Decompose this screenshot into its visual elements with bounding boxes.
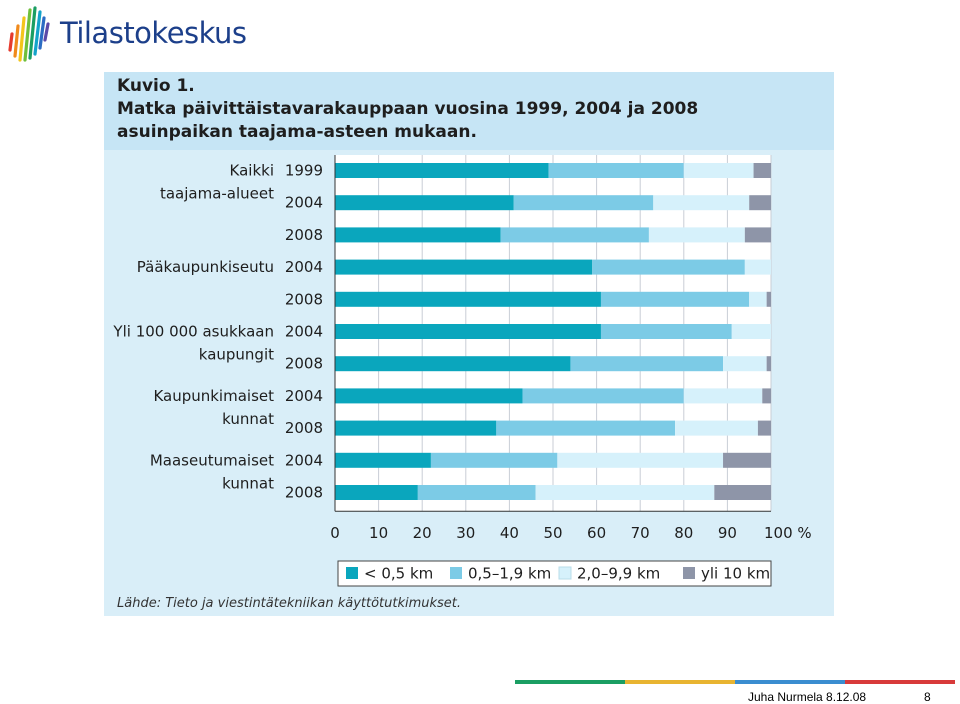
footer-line-2 [625,680,735,684]
bar-segment [335,420,497,436]
bar-segment [683,163,754,178]
legend-swatch [683,567,695,579]
legend-label: yli 10 km [701,565,770,583]
bar-segment [753,163,771,178]
footer-color-lines [515,680,955,684]
brand-name: Tilastokeskus [60,16,247,50]
x-tick-label: 10 [369,524,388,542]
bar-segment [430,452,558,468]
figure-title-line-2: Matka päivittäistavarakauppaan vuosina 1… [117,99,699,119]
figure-panel: Kuvio 1. Matka päivittäistavarakauppaan … [104,72,834,616]
legend-label: < 0,5 km [364,565,433,583]
x-tick-label: 30 [456,524,475,542]
year-label: 2004 [285,323,323,341]
group-label: kunnat [222,410,274,428]
figure-title-line-1: Kuvio 1. [117,76,195,96]
year-label: 2004 [285,387,323,405]
logo: Tilastokeskus [4,4,264,64]
year-label: 2004 [285,451,323,469]
bar-segment [675,420,758,436]
bar-segment [335,291,601,307]
bar-segment [683,388,763,404]
bar-segment [731,324,771,339]
legend-box [337,560,772,587]
x-tick-label: 40 [500,524,519,542]
bar-segment [600,324,732,339]
bar-segment [335,452,431,468]
group-label: Pääkaupunkiseutu [137,258,274,276]
logo-mark-icon [8,6,50,62]
group-label: Kaupunkimaiset [153,387,274,405]
bar-segment [762,388,771,404]
figure-title-line-3: asuinpaikan taajama-asteen mukaan. [117,122,477,142]
bar-segment [714,485,771,500]
bar-segment [335,227,501,243]
figure-title-box: Kuvio 1. Matka päivittäistavarakauppaan … [104,72,834,150]
bar-segment [757,420,771,436]
bar-segment [335,485,418,500]
footer-line-1 [515,680,625,684]
bar-segment [335,259,593,275]
x-tick-label: 50 [543,524,562,542]
bar-segment [535,485,715,500]
group-label: taajama-alueet [160,185,274,203]
bar-segment [335,195,514,211]
footer-line-4 [845,680,955,684]
footer-author-date: Juha Nurmela 8.12.08 [748,690,867,704]
legend-label: 2,0–9,9 km [577,565,660,583]
bar-segment [548,163,684,178]
bar-segment [335,388,523,404]
figure-source: Lähde: Tieto ja viestintätekniikan käytt… [117,596,462,611]
bar-segment [335,324,601,339]
x-tick-label: 100 % [764,524,812,542]
year-label: 2004 [285,194,323,212]
year-label: 2008 [285,355,323,373]
legend-swatch [450,567,462,579]
year-label: 1999 [285,162,323,180]
bar-segment [513,195,654,211]
bar-segment [522,388,684,404]
bar-segment [648,227,745,243]
bar-segment [592,259,745,275]
group-label: Maaseutumaiset [150,451,274,469]
bar-segment [766,291,771,307]
bar-segment [744,227,771,243]
bar-segment [335,356,571,372]
bar-segment [723,452,771,468]
bar-segment [570,356,724,372]
year-label: 2008 [285,419,323,437]
x-tick-label: 60 [587,524,606,542]
year-label: 2008 [285,226,323,244]
x-tick-label: 70 [631,524,650,542]
bar-segment [417,485,536,500]
legend-swatch [346,567,358,579]
x-tick-label: 0 [330,524,340,542]
footer-line-3 [735,680,845,684]
bar-segment [653,195,750,211]
bar-segment [557,452,724,468]
bar-segment [496,420,676,436]
x-tick-label: 80 [674,524,693,542]
x-tick-label: 20 [413,524,432,542]
bar-segment [749,291,767,307]
year-label: 2008 [285,484,323,502]
bar-segment [500,227,649,243]
bar-segment [744,259,771,275]
bar-segment [766,356,771,372]
bar-segment [335,163,549,178]
group-label: kunnat [222,474,274,492]
page-number: 8 [924,690,931,704]
year-label: 2008 [285,290,323,308]
bar-chart: 1999200420082004200820042008200420082004… [112,155,812,587]
legend-swatch [558,566,572,580]
bar-segment [749,195,771,211]
x-tick-label: 90 [718,524,737,542]
bar-segment [600,291,750,307]
bar-segment [723,356,767,372]
group-label: Kaikki [230,162,274,180]
group-label: Yli 100 000 asukkaan [112,323,274,341]
year-label: 2004 [285,258,323,276]
group-label: kaupungit [199,346,274,364]
legend-label: 0,5–1,9 km [468,565,551,583]
